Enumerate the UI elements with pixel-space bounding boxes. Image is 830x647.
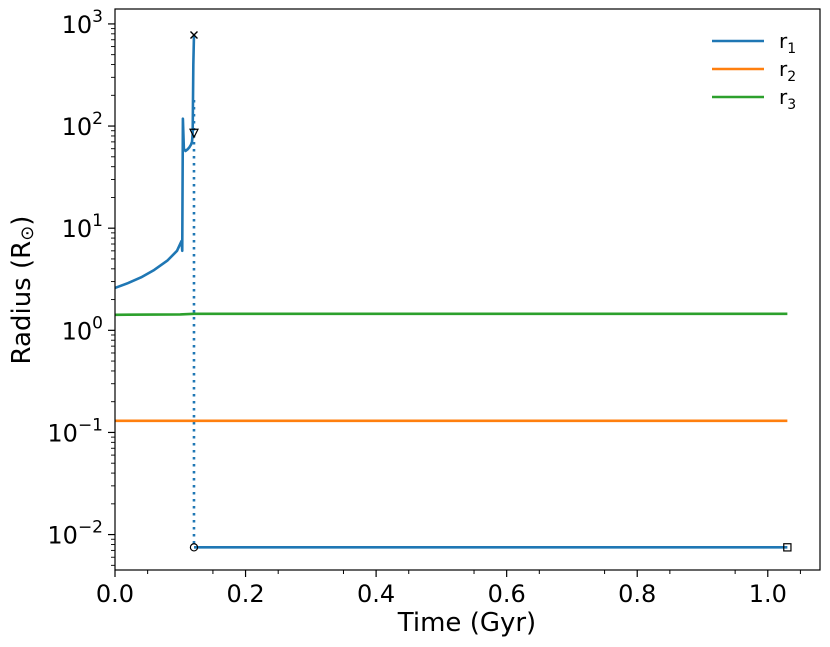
series-layer (114, 34, 788, 549)
y-tick-label: 103 (62, 7, 103, 39)
x-tick-label: 0.0 (96, 580, 134, 608)
marker-circle (189, 543, 199, 552)
y-tick-label: 101 (62, 211, 103, 243)
marker-square (783, 543, 792, 552)
plot-frame (114, 8, 821, 571)
x-axis-label: Time (Gyr) (397, 608, 536, 638)
y-tick-label: 102 (62, 109, 103, 141)
y-axis-label-end: ) (7, 216, 37, 226)
y-axis-ticks: 10−2 10−1 100 101 102 103 (47, 7, 115, 566)
x-tick-label: 0.4 (357, 580, 395, 608)
marker-triangle (189, 128, 199, 139)
y-tick-label: 10−1 (47, 415, 103, 447)
x-axis-ticks: 0.0 0.2 0.4 0.6 0.8 1.0 (96, 570, 801, 608)
legend-label-r1: r1 (779, 29, 796, 57)
legend-label-r2: r2 (779, 57, 796, 85)
y-axis-label-sub: ⊙ (17, 226, 38, 241)
x-tick-label: 0.2 (226, 580, 264, 608)
y-tick-label: 10−2 (47, 518, 103, 550)
legend-label-r3: r3 (779, 85, 796, 113)
series-line-r3 (114, 312, 788, 317)
marker-layer (189, 30, 792, 552)
y-axis-label: Radius (R⊙) (7, 216, 38, 365)
y-tick-label: 100 (62, 313, 103, 345)
series-line-r1 (114, 34, 196, 290)
y-axis-label-main: Radius (R (7, 241, 37, 365)
x-tick-label: 0.8 (618, 580, 656, 608)
marker-x (189, 30, 198, 39)
x-tick-label: 1.0 (749, 580, 787, 608)
x-tick-label: 0.6 (488, 580, 526, 608)
